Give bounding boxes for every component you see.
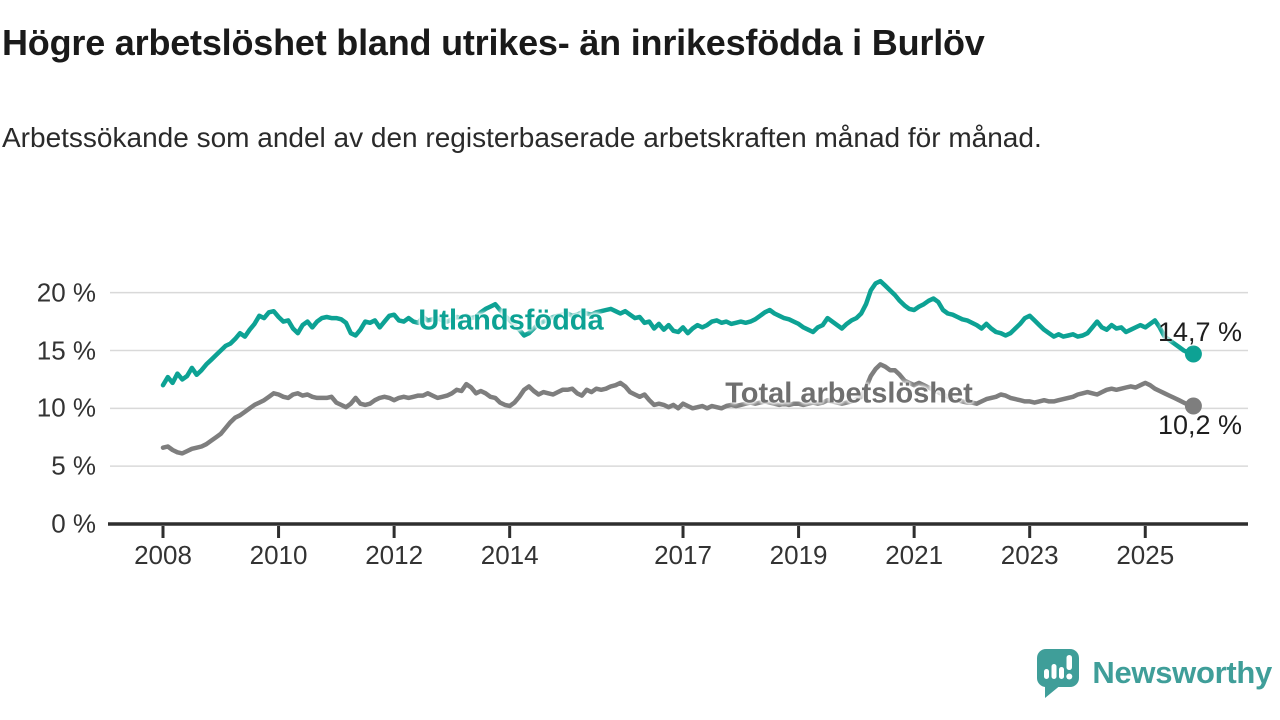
y-tick-label: 10 % [36, 392, 96, 423]
x-tick-label: 2017 [654, 540, 712, 570]
end-value-label-utlandsfodda: 14,7 % [1158, 317, 1243, 347]
x-tick-label: 2008 [134, 540, 192, 570]
y-tick-label: 0 % [51, 508, 96, 539]
y-tick-label: 15 % [36, 335, 96, 365]
series-end-dot-utlandsfodda [1184, 345, 1202, 363]
x-tick-label: 2019 [769, 540, 828, 570]
newsworthy-logo-text: Newsworthy [1092, 655, 1272, 690]
chart-subtitle: Arbetssökande som andel av den registerb… [2, 122, 1042, 153]
newsworthy-logo: Newsworthy [1036, 645, 1272, 701]
x-tick-label: 2014 [480, 540, 539, 570]
newsworthy-logo-icon [1037, 649, 1080, 698]
series-label-total-arbetsloshet: Total arbetslöshet [725, 377, 973, 410]
x-tick-label: 2010 [249, 540, 308, 570]
y-tick-label: 5 % [51, 450, 96, 481]
x-tick-label: 2023 [1000, 540, 1059, 570]
series-label-utlandsfodda: Utlandsfödda [418, 304, 604, 337]
series-line-total-arbetsloshet [160, 362, 1196, 456]
end-value-label-total: 10,2 % [1158, 410, 1243, 440]
x-tick-label: 2021 [885, 540, 944, 570]
x-tick-label: 2012 [365, 540, 424, 570]
series-end-dot-total-arbetsloshet [1184, 397, 1202, 415]
chart-title: Högre arbetslöshet bland utrikes- än inr… [2, 22, 985, 63]
series-line-utlandsfodda [160, 278, 1196, 388]
y-tick-label: 20 % [36, 277, 96, 308]
x-tick-label: 2025 [1116, 540, 1175, 570]
